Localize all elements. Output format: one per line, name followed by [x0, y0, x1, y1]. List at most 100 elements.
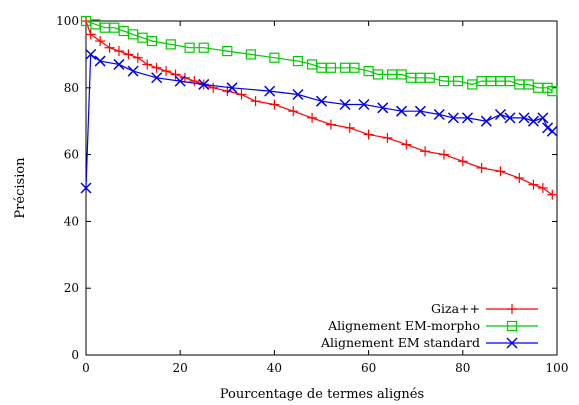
plot-area: 0 20 40 60 80 100 0 20 40 60 80 100 — [56, 14, 568, 375]
data-point-plus — [528, 179, 539, 190]
series-giza- — [81, 16, 558, 200]
data-point-plus — [514, 172, 525, 183]
data-point-x — [80, 182, 92, 194]
series-line — [85, 53, 553, 189]
y-tick-label: 80 — [64, 81, 79, 95]
data-point-plus — [344, 122, 355, 133]
data-point-x — [414, 105, 426, 117]
data-point-plus — [151, 62, 162, 73]
data-point-x — [85, 48, 97, 60]
legend-label: Giza++ — [431, 301, 480, 316]
data-point-x — [315, 95, 328, 107]
data-point-x — [339, 98, 351, 111]
data-point-x — [546, 125, 558, 137]
data-point-plus — [547, 189, 558, 200]
data-point-plus — [208, 82, 219, 93]
data-point-x — [447, 112, 459, 124]
data-point-x — [396, 105, 408, 117]
data-point-plus — [269, 99, 280, 110]
series-line — [85, 20, 553, 196]
data-point-square — [325, 62, 337, 73]
data-point-x — [226, 82, 238, 94]
data-point-x — [542, 122, 554, 134]
data-point-square — [424, 72, 435, 83]
data-point-plus — [170, 69, 181, 80]
legend-label: Alignement EM-morpho — [327, 318, 480, 333]
data-point-plus — [420, 146, 431, 157]
data-point-square — [146, 35, 158, 47]
x-tick-label: 20 — [173, 361, 188, 375]
data-point-plus — [189, 76, 200, 87]
data-point-plus — [438, 149, 449, 160]
data-point-plus — [288, 106, 299, 117]
data-point-plus — [325, 119, 336, 130]
data-point-square — [184, 42, 195, 53]
data-point-plus — [236, 89, 247, 100]
data-point-plus — [161, 66, 172, 77]
data-point-plus — [95, 36, 106, 47]
data-point-square — [349, 62, 360, 73]
data-point-plus — [476, 162, 487, 173]
data-point-plus — [507, 304, 517, 314]
data-point-square — [438, 76, 450, 87]
series-alignement-em-morpho — [80, 15, 558, 97]
data-point-square — [547, 86, 558, 97]
data-point-square — [245, 49, 256, 60]
data-point-x — [151, 72, 163, 84]
data-point-square — [165, 39, 176, 50]
data-point-plus — [179, 72, 190, 83]
data-point-x — [377, 102, 389, 114]
data-point-x — [480, 115, 492, 127]
legend-label: Alignement EM standard — [320, 335, 480, 350]
data-point-x — [127, 65, 139, 77]
data-point-square — [198, 42, 209, 53]
data-point-x — [198, 78, 210, 90]
data-point-square — [222, 45, 233, 57]
data-point-plus — [363, 129, 374, 140]
data-point-plus — [85, 29, 96, 40]
data-point-plus — [142, 59, 153, 70]
data-point-x — [113, 58, 125, 70]
data-point-x — [94, 55, 106, 67]
data-point-square — [452, 76, 464, 87]
data-point-plus — [307, 112, 318, 123]
data-point-x — [527, 115, 539, 127]
x-tick-label: 0 — [82, 361, 90, 375]
data-point-plus — [457, 156, 468, 167]
data-point-x — [358, 98, 370, 111]
legend-entry: Giza++ — [431, 301, 538, 316]
data-point-square — [372, 69, 384, 80]
data-point-plus — [113, 46, 124, 57]
x-tick-label: 40 — [267, 361, 282, 375]
series-layer — [80, 15, 558, 200]
data-point-x — [174, 75, 186, 87]
y-tick-label: 40 — [64, 214, 79, 228]
y-tick-label: 0 — [71, 348, 79, 362]
y-tick-label: 100 — [56, 14, 79, 28]
data-point-x — [461, 112, 474, 124]
data-point-square — [506, 320, 518, 332]
data-point-x — [504, 112, 516, 124]
x-tick-label: 60 — [361, 361, 376, 375]
x-axis-label: Pourcentage de termes alignés — [220, 387, 424, 402]
data-point-plus — [250, 96, 261, 107]
y-tick-label: 60 — [64, 148, 79, 162]
y-axis-label: Précision — [13, 157, 28, 219]
series-line — [85, 20, 553, 92]
data-point-plus — [382, 132, 393, 143]
data-point-x — [506, 337, 518, 349]
data-point-x — [433, 108, 445, 121]
data-point-plus — [401, 139, 412, 150]
data-point-plus — [495, 166, 506, 177]
x-tick-label: 100 — [546, 361, 569, 375]
data-point-x — [292, 88, 304, 101]
legend-entry: Alignement EM-morpho — [327, 318, 538, 333]
x-tick-label: 80 — [455, 361, 470, 375]
data-point-plus — [123, 49, 134, 60]
series-alignement-em-standard — [80, 48, 558, 194]
data-point-x — [518, 112, 530, 124]
data-point-plus — [104, 42, 115, 53]
data-point-x — [537, 112, 549, 124]
data-point-x — [264, 85, 276, 97]
